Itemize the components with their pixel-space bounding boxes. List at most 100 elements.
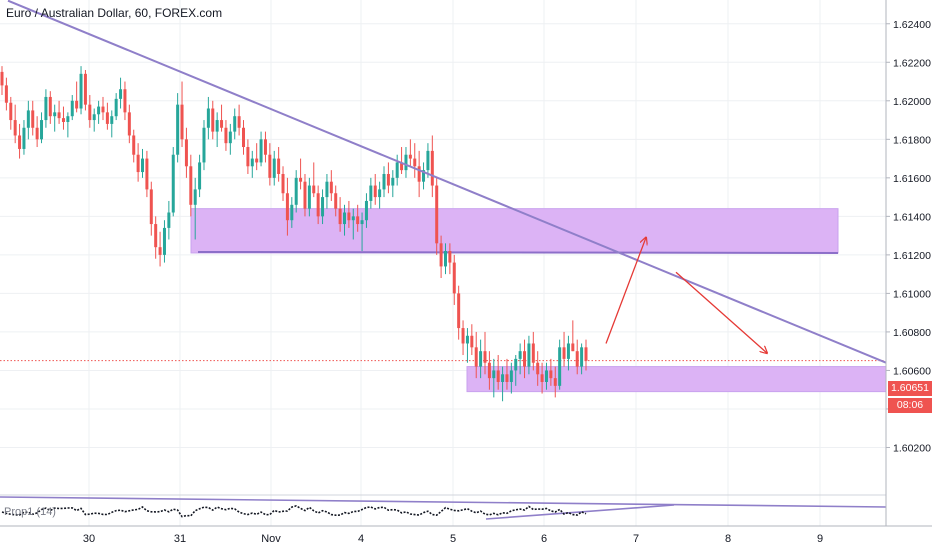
candle-body (57, 112, 61, 119)
candle (439, 235, 443, 278)
candle-body (171, 154, 175, 213)
candle-body (233, 116, 237, 132)
indicator-trendline-lower[interactable] (485, 504, 675, 520)
candle-body (119, 89, 123, 99)
candle (193, 177, 197, 240)
candle (378, 181, 382, 209)
candle (83, 69, 87, 111)
candle (31, 100, 35, 136)
candle (461, 320, 465, 356)
y-tick-label: 1.62000 (893, 96, 931, 108)
candle-body (202, 127, 206, 163)
candle (233, 108, 237, 140)
projection-arrow-down[interactable] (675, 271, 767, 353)
grid-lines (0, 0, 886, 526)
y-tick-label: 1.62400 (893, 19, 931, 31)
candle-body (417, 166, 421, 182)
candle-body (540, 374, 544, 382)
candle (228, 123, 232, 155)
candle-body (329, 181, 333, 194)
candle-body (158, 247, 162, 255)
y-tick-label: 1.60800 (893, 327, 931, 339)
candle-body (501, 374, 505, 382)
candle (523, 339, 527, 379)
candle-body (105, 112, 109, 124)
candle (342, 204, 346, 236)
candle-body (31, 110, 35, 128)
candle-body (378, 189, 382, 198)
candle-body (553, 378, 557, 386)
candle (404, 147, 408, 178)
candle (536, 351, 540, 386)
projection-arrow-up[interactable] (605, 238, 646, 344)
candle (382, 166, 386, 198)
candle (290, 197, 294, 228)
candle-body (360, 220, 364, 225)
y-tick-label: 1.61600 (893, 173, 931, 185)
candle (487, 351, 491, 390)
candle-body (167, 212, 171, 228)
candle-body (457, 293, 461, 329)
time-axis[interactable]: 30 31 Nov 4 5 6 7 8 9 (0, 525, 932, 545)
candle (53, 104, 57, 132)
candle-body (549, 370, 553, 379)
candle (167, 200, 171, 240)
candle-body (465, 335, 469, 344)
candle (391, 170, 395, 198)
candle-body (132, 135, 136, 155)
candle (158, 231, 162, 267)
candle (149, 181, 153, 236)
indicator-trendline-upper[interactable] (0, 496, 887, 508)
candle-body (272, 158, 276, 178)
candle (79, 66, 83, 115)
candle (202, 120, 206, 171)
candle (285, 177, 289, 236)
candle (75, 81, 79, 113)
candle-body (277, 158, 281, 174)
candle (61, 106, 65, 130)
x-tick-label: 9 (817, 533, 823, 545)
candle (514, 355, 518, 386)
candle-body (435, 185, 439, 244)
resistance-baseline[interactable] (197, 250, 839, 254)
candle (483, 331, 487, 375)
candle (268, 143, 272, 186)
x-tick-label: 31 (174, 533, 186, 545)
candle (470, 324, 474, 356)
candle (369, 177, 373, 209)
candle (123, 81, 127, 121)
candle (518, 343, 522, 375)
support-zone[interactable] (466, 366, 887, 393)
candle-body (290, 204, 294, 221)
candle-body (430, 150, 434, 186)
candle-body (426, 150, 430, 171)
candle-body (479, 351, 483, 367)
candle-body (184, 139, 188, 167)
candle (527, 335, 531, 375)
candle (562, 331, 566, 367)
candle-body (255, 158, 259, 163)
descending-trendline[interactable] (7, 0, 887, 364)
candle (443, 243, 447, 275)
candle-body (575, 351, 579, 367)
candle (395, 154, 399, 186)
price-axis[interactable]: 1.62400 1.62200 1.62000 1.61800 1.61600 1.614… (885, 0, 931, 526)
candle (66, 112, 70, 138)
candle-body (347, 212, 351, 221)
candle (88, 95, 92, 128)
candle-body (382, 173, 386, 190)
candle-body (580, 347, 584, 367)
candle (571, 320, 575, 352)
indicator-line (1, 505, 587, 518)
candle-body (395, 162, 399, 178)
candle-body (523, 351, 527, 367)
candle (57, 100, 61, 124)
candle (263, 131, 267, 163)
candle-body (527, 343, 531, 367)
candle-body (408, 154, 412, 159)
y-tick-label: 1.60600 (893, 365, 931, 377)
candle-body (299, 177, 303, 182)
candle (224, 120, 228, 151)
